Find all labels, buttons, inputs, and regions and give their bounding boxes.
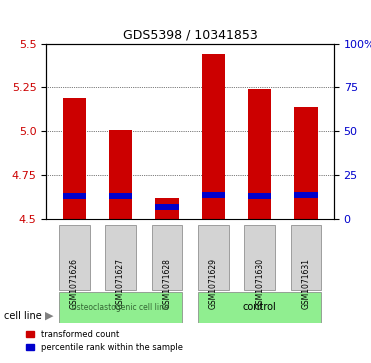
Text: osteoclastogenic cell line: osteoclastogenic cell line (72, 303, 169, 312)
Bar (109, 193, 132, 200)
Bar (63, 98, 86, 219)
Text: GSM1071627: GSM1071627 (116, 258, 125, 309)
Bar (248, 193, 271, 200)
Text: GSM1071629: GSM1071629 (209, 258, 218, 309)
Title: GDS5398 / 10341853: GDS5398 / 10341853 (123, 28, 257, 41)
FancyBboxPatch shape (198, 225, 229, 290)
Text: GSM1071631: GSM1071631 (302, 258, 311, 309)
FancyBboxPatch shape (291, 225, 321, 290)
Bar (155, 204, 178, 210)
Legend: transformed count, percentile rank within the sample: transformed count, percentile rank withi… (23, 326, 186, 355)
Bar (295, 107, 318, 219)
FancyBboxPatch shape (59, 225, 89, 290)
Bar (155, 198, 178, 219)
Text: GSM1071626: GSM1071626 (70, 258, 79, 309)
FancyBboxPatch shape (244, 225, 275, 290)
Text: GSM1071630: GSM1071630 (255, 258, 264, 309)
FancyBboxPatch shape (59, 292, 182, 323)
FancyBboxPatch shape (152, 225, 182, 290)
FancyBboxPatch shape (198, 292, 321, 323)
FancyBboxPatch shape (105, 225, 136, 290)
Text: GSM1071628: GSM1071628 (162, 258, 171, 309)
Bar (202, 54, 225, 219)
Bar (295, 192, 318, 198)
Bar (248, 89, 271, 219)
Text: cell line: cell line (4, 311, 42, 321)
Bar (63, 193, 86, 200)
Bar (109, 130, 132, 219)
Text: control: control (243, 302, 276, 313)
Text: ▶: ▶ (45, 311, 53, 321)
Bar (202, 192, 225, 198)
